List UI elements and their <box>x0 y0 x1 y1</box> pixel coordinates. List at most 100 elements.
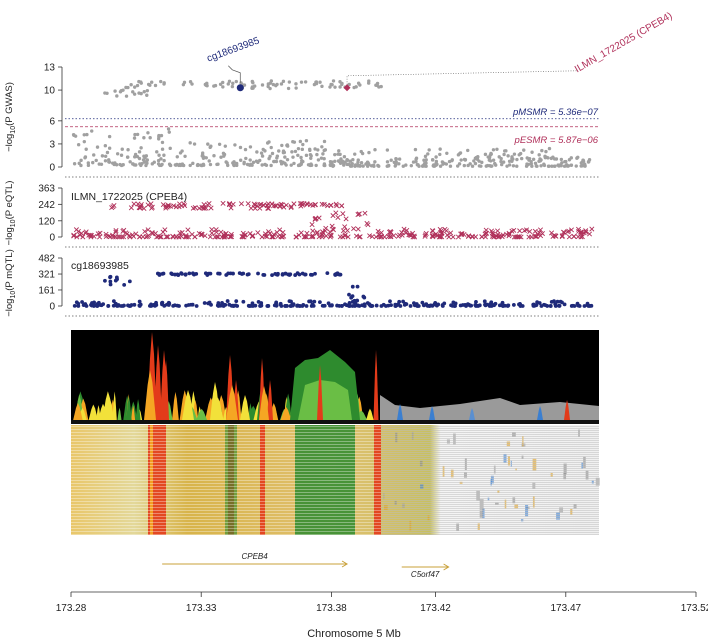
gwas-point <box>132 92 137 96</box>
mqtl-point <box>106 304 111 308</box>
mqtl-point <box>203 271 208 276</box>
gwas-point <box>479 164 483 168</box>
gwas-point <box>95 145 100 149</box>
gwas-point <box>238 158 243 162</box>
gwas-point <box>373 148 377 152</box>
eqtl-point <box>320 229 326 235</box>
cg18693985-label: cg18693985 <box>206 35 262 64</box>
gwas-point <box>286 86 291 91</box>
gwas-point <box>322 148 326 153</box>
mqtl-point <box>350 284 355 289</box>
mqtl-point <box>440 303 445 307</box>
minor-peak <box>117 407 122 420</box>
eqtl-point <box>333 201 339 207</box>
gwas-point <box>110 161 115 165</box>
eqtl-point <box>87 232 93 238</box>
eqtl-point <box>165 234 171 240</box>
eqtl-point <box>177 201 183 207</box>
gwas-point <box>135 132 140 137</box>
eqtl-point <box>437 233 443 239</box>
mqtl-point <box>194 304 199 308</box>
gwas-point <box>527 158 531 162</box>
gwas-point <box>458 151 462 156</box>
gwas-point <box>491 158 496 162</box>
gwas-point <box>397 162 401 166</box>
gwas-point <box>307 163 312 167</box>
eqtl-point <box>304 201 310 207</box>
orange-peak <box>259 386 269 420</box>
gwas-highlights: cg18693985 ILMN_1722025 (CPEB4) <box>206 11 674 92</box>
gwas-point <box>353 164 357 168</box>
gwas-point <box>291 155 295 159</box>
eqtl-point <box>145 233 151 239</box>
gwas-point <box>201 163 206 167</box>
eqtl-point <box>137 205 143 211</box>
eqtl-point <box>571 234 577 240</box>
mqtl-point <box>318 300 322 305</box>
mqtl-point <box>412 302 417 307</box>
gwas-point <box>132 136 137 140</box>
gwas-point <box>91 160 95 165</box>
gwas-point <box>450 158 454 163</box>
gwas-point <box>519 156 524 161</box>
eqtl-point <box>269 234 275 240</box>
gwas-point <box>281 149 286 153</box>
gwas-point <box>374 83 378 87</box>
gwas-point <box>280 143 284 148</box>
mqtl-point <box>280 272 285 276</box>
eqtl-point <box>103 231 109 237</box>
gwas-point <box>139 146 143 150</box>
eqtl-point <box>131 201 137 207</box>
gwas-point <box>225 161 229 165</box>
gwas-point <box>113 89 117 93</box>
eqtl-point <box>437 234 443 240</box>
eqtl-point <box>145 227 151 233</box>
gwas-point <box>358 83 362 87</box>
eqtl-point <box>278 201 284 207</box>
mqtl-point <box>386 303 391 308</box>
gwas-point <box>155 150 159 154</box>
eqtl-point <box>310 234 316 240</box>
gwas-point <box>168 146 172 151</box>
gwas-point <box>94 158 98 163</box>
gwas-point <box>404 163 408 167</box>
gwas-point <box>157 133 161 138</box>
gwas-point <box>260 163 264 167</box>
gwas-point <box>261 147 265 152</box>
gwas-point <box>86 161 91 165</box>
gwas-point <box>135 83 140 88</box>
gwas-point <box>208 162 213 167</box>
gwas-point <box>322 139 327 144</box>
eqtl-point <box>461 232 467 238</box>
x-tick-label: 173.28 <box>56 603 87 614</box>
gwas-point <box>133 155 137 159</box>
mqtl-point <box>258 303 263 308</box>
eqtl-point <box>277 203 283 209</box>
eqtl-point <box>190 205 196 211</box>
y-tick-label: 120 <box>38 216 55 227</box>
eqtl-point <box>444 232 450 238</box>
gwas-point <box>238 145 243 150</box>
gwas-point <box>438 164 443 168</box>
gwas-point <box>559 164 563 168</box>
heatmap-stripes <box>71 425 381 535</box>
mqtl-point <box>425 303 430 308</box>
y-tick-label: 0 <box>49 233 55 244</box>
gwas-point <box>353 152 357 156</box>
gwas-point <box>518 151 523 156</box>
gene-arrow-head <box>341 560 349 568</box>
eqtl-point <box>113 228 119 234</box>
eqtl-point <box>443 228 449 234</box>
gwas-point <box>83 156 87 160</box>
mqtl-point <box>234 299 239 304</box>
eqtl-point <box>509 228 515 234</box>
gwas-point <box>201 156 206 161</box>
eqtl-point <box>401 226 407 232</box>
mqtl-point <box>300 271 305 276</box>
y-tick-label: 321 <box>38 270 55 281</box>
gwas-point <box>290 150 294 154</box>
mqtl-point <box>313 271 317 276</box>
red-peak <box>317 365 323 420</box>
gwas-point <box>260 83 265 87</box>
eqtl-point <box>335 214 341 221</box>
